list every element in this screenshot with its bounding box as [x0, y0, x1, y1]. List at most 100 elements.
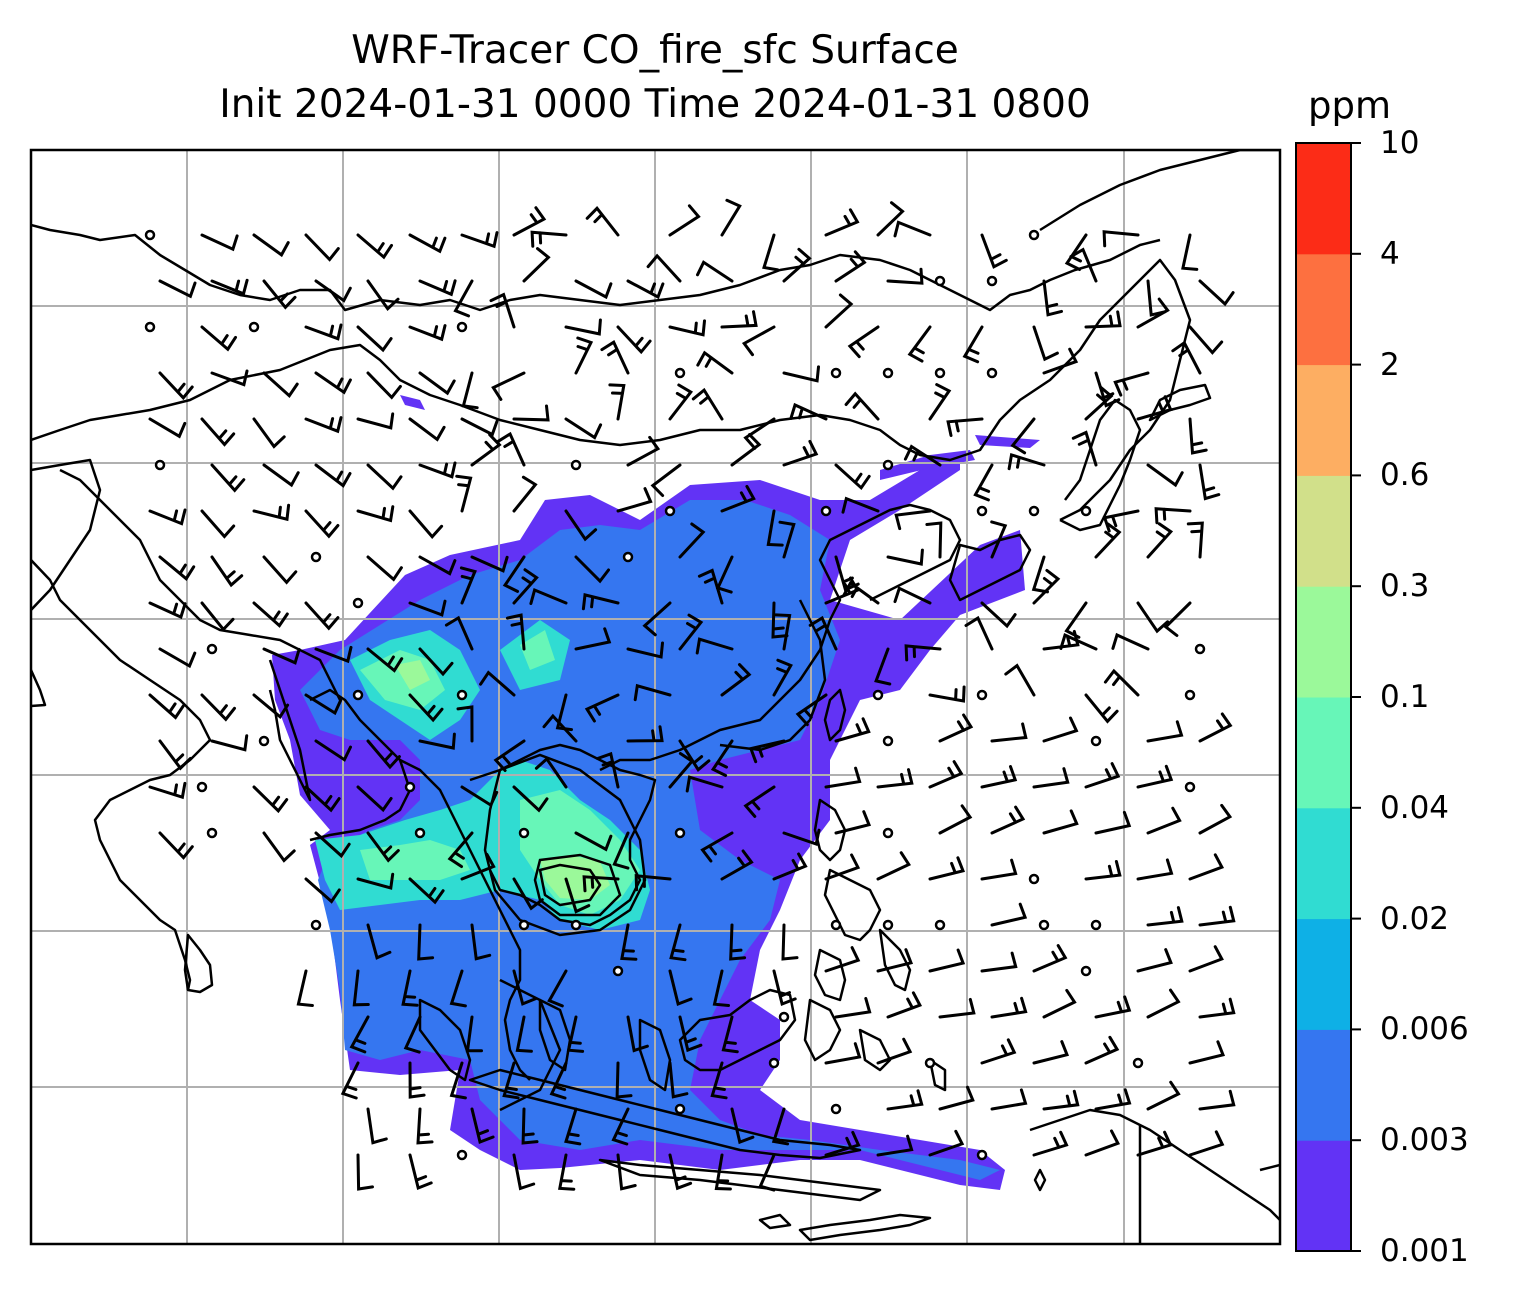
- colorbar-swatch: [1296, 1140, 1351, 1252]
- wind-barb: [512, 785, 549, 813]
- wind-barb: [596, 751, 620, 789]
- wind-barb: [608, 383, 626, 421]
- wind-barb: [762, 233, 780, 272]
- wind-barb: [1198, 803, 1233, 835]
- wind-barb: [876, 1134, 914, 1157]
- calm-wind-marker: [144, 321, 156, 333]
- wind-barb: [200, 601, 235, 632]
- calm-wind-marker: [830, 919, 842, 931]
- wind-barb: [1042, 1089, 1080, 1111]
- colorbar-swatch: [1296, 918, 1351, 1030]
- wind-barb: [928, 1129, 965, 1157]
- calm-wind-marker: [976, 1149, 988, 1161]
- wind-barb: [314, 831, 351, 859]
- calm-wind-marker: [768, 1057, 780, 1069]
- wind-barb: [512, 404, 550, 422]
- wind-barb: [1103, 668, 1140, 697]
- wind-barb: [720, 484, 756, 513]
- colorbar-swatch: [1296, 807, 1351, 920]
- wind-barb: [314, 739, 352, 762]
- calm-wind-marker: [1194, 643, 1206, 655]
- calm-wind-marker: [882, 459, 894, 471]
- wind-barb: [1136, 858, 1174, 881]
- wind-barb: [1146, 522, 1174, 559]
- wind-barb: [408, 417, 446, 442]
- wind-barb: [200, 417, 236, 447]
- wind-barb: [304, 601, 340, 631]
- colorbar-tick-label: 0.1: [1380, 679, 1430, 715]
- wind-barb: [1198, 463, 1221, 501]
- wind-barb: [729, 923, 747, 961]
- wind-barb: [1146, 720, 1184, 743]
- wind-barb: [534, 756, 568, 789]
- wind-barb: [720, 663, 752, 697]
- colorbar-tick-label: 0.02: [1380, 900, 1450, 937]
- colorbar-swatch: [1296, 697, 1351, 809]
- colorbar-tick-label: 0.006: [1380, 1011, 1469, 1048]
- wind-barb: [1042, 716, 1079, 743]
- wind-barb: [262, 463, 300, 488]
- wind-barb: [408, 1061, 426, 1099]
- wind-barb: [574, 336, 594, 375]
- calm-wind-marker: [1028, 505, 1040, 517]
- wind-barb: [620, 923, 638, 961]
- wind-barb: [611, 1107, 630, 1146]
- wind-barb: [453, 279, 474, 318]
- wind-barb: [668, 969, 693, 1007]
- wind-barb: [200, 693, 236, 722]
- wind-barb: [834, 717, 871, 743]
- wind-barb: [1136, 1130, 1173, 1157]
- wind-barb: [252, 785, 289, 814]
- wind-barb: [720, 198, 742, 237]
- wind-barb: [262, 279, 297, 310]
- wind-barb: [148, 508, 187, 526]
- wind-barb: [1136, 297, 1170, 329]
- wind-barb: [962, 325, 984, 364]
- wind-barb: [1007, 452, 1046, 471]
- wind-barb: [720, 849, 754, 881]
- wind-barb: [668, 752, 695, 789]
- wind-barb: [928, 856, 966, 881]
- calm-wind-marker: [830, 367, 842, 379]
- wind-barb: [512, 206, 547, 237]
- calm-wind-marker: [352, 689, 364, 701]
- wind-barb: [795, 693, 828, 727]
- wind-barb: [521, 1107, 539, 1145]
- wind-barb: [584, 693, 620, 723]
- colorbar-tick-label: 4: [1380, 235, 1400, 272]
- wind-barb: [252, 417, 286, 449]
- wind-barb: [459, 566, 477, 605]
- wind-barb: [669, 923, 687, 962]
- wind-barb: [650, 463, 682, 497]
- wind-barb: [210, 463, 246, 493]
- wind-barb: [418, 371, 456, 396]
- wind-barb: [447, 831, 474, 868]
- map-panel: [31, 150, 1280, 1244]
- wind-barb: [824, 1130, 861, 1157]
- calm-wind-marker: [830, 1103, 842, 1115]
- tracer-plume-midhigh: [360, 630, 640, 915]
- wind-barb: [158, 279, 197, 299]
- wind-barb: [938, 997, 976, 1019]
- wind-barb: [314, 279, 352, 303]
- wind-barb: [721, 1015, 739, 1054]
- wind-barb: [748, 739, 786, 764]
- calm-wind-marker: [404, 781, 416, 793]
- wind-barb: [470, 433, 502, 467]
- wind-barb: [460, 785, 499, 808]
- wind-barb: [824, 946, 861, 973]
- wind-barb: [366, 279, 400, 311]
- wind-barb: [1188, 853, 1225, 881]
- wind-barb: [418, 647, 454, 677]
- wind-barb: [304, 785, 341, 813]
- wind-barb: [340, 1061, 360, 1100]
- wind-barb: [366, 371, 402, 400]
- wind-barb: [678, 739, 711, 772]
- calm-wind-markers: [144, 229, 1206, 1161]
- wind-barb: [304, 693, 343, 716]
- wind-barb: [1084, 385, 1114, 421]
- wind-barb: [824, 293, 854, 329]
- colorbar-swatch: [1296, 143, 1351, 255]
- wind-barb: [581, 593, 620, 611]
- calm-wind-marker: [1028, 873, 1040, 885]
